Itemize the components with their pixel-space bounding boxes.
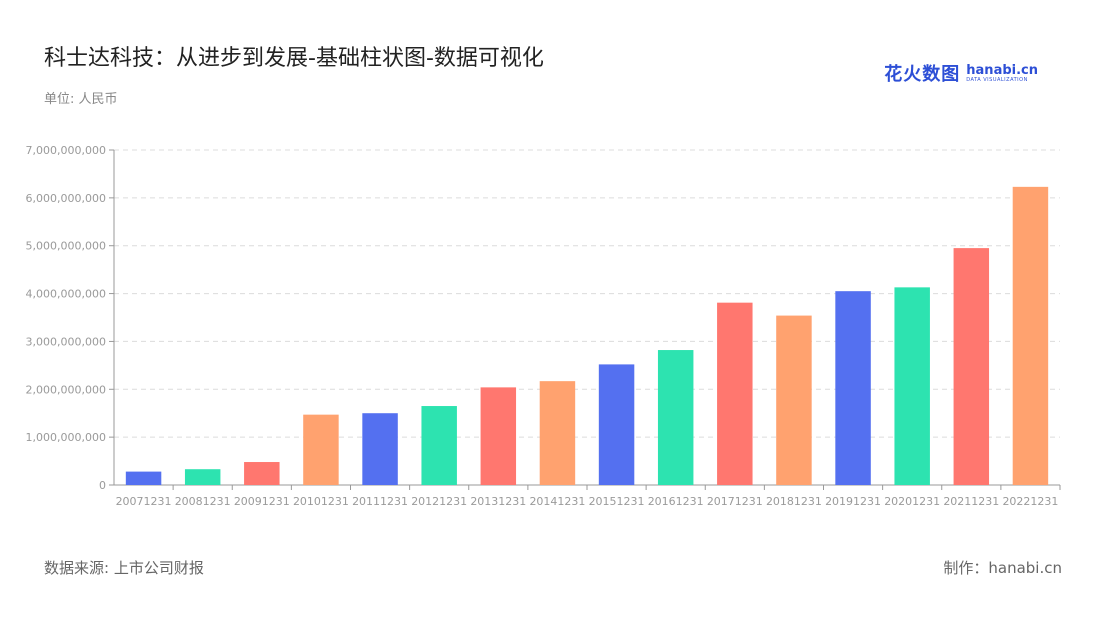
bar <box>362 413 398 485</box>
data-source: 数据来源: 上市公司财报 <box>44 559 204 577</box>
bar <box>184 469 221 485</box>
x-tick-label: 20201231 <box>884 495 940 508</box>
brand-logo: 花火数图 hanabi.cn DATA VISUALIZATION <box>884 60 1038 86</box>
y-tick-label: 6,000,000,000 <box>26 192 106 205</box>
y-tick-label: 7,000,000,000 <box>26 144 106 157</box>
bar <box>657 350 694 485</box>
y-tick-label: 5,000,000,000 <box>26 240 106 253</box>
bar <box>894 287 930 485</box>
x-tick-label: 20101231 <box>293 495 349 508</box>
bar <box>717 302 753 485</box>
bar <box>303 414 339 485</box>
y-tick-label: 3,000,000,000 <box>26 335 106 348</box>
logo-cn-text: 花火数图 <box>884 64 961 85</box>
bar-layer <box>125 186 1049 485</box>
y-tick-label: 2,000,000,000 <box>26 383 106 396</box>
x-tick-label: 20191231 <box>825 495 881 508</box>
x-tick-label: 20141231 <box>529 495 585 508</box>
x-tick-label: 20221231 <box>1002 495 1058 508</box>
y-tick-label: 0 <box>99 479 106 492</box>
bar <box>480 387 517 485</box>
grid-layer <box>114 149 1060 438</box>
bar <box>125 471 162 485</box>
x-tick-label: 20131231 <box>470 495 526 508</box>
bar <box>1012 186 1049 485</box>
x-tick-label: 20121231 <box>411 495 467 508</box>
bar <box>776 315 812 485</box>
label-layer: 0 1,000,000,000 2,000,000,000 3,000,000,000… <box>26 144 1059 508</box>
y-tick-label: 4,000,000,000 <box>26 288 106 301</box>
bar <box>835 291 871 485</box>
x-tick-label: 20171231 <box>707 495 763 508</box>
x-tick-label: 20081231 <box>175 495 231 508</box>
logo-en-text: hanabi.cn <box>966 62 1038 78</box>
bar <box>598 364 635 485</box>
bar <box>421 406 457 485</box>
x-tick-label: 20111231 <box>352 495 408 508</box>
logo-sub-text: DATA VISUALIZATION <box>966 76 1028 83</box>
y-tick-label: 1,000,000,000 <box>26 431 106 444</box>
x-tick-label: 20161231 <box>648 495 704 508</box>
x-tick-label: 20151231 <box>589 495 645 508</box>
x-tick-label: 20091231 <box>234 495 290 508</box>
credit-text: 制作：hanabi.cn <box>943 559 1062 577</box>
unit-label: 单位: 人民币 <box>44 92 118 107</box>
chart-title: 科士达科技：从进步到发展-基础柱状图-数据可视化 <box>44 46 544 71</box>
bar <box>244 462 280 485</box>
bar <box>539 381 576 485</box>
x-tick-label: 20071231 <box>116 495 172 508</box>
logo-en-block: hanabi.cn DATA VISUALIZATION <box>966 64 1038 83</box>
x-tick-label: 20181231 <box>766 495 822 508</box>
x-tick-label: 20211231 <box>943 495 999 508</box>
bar <box>953 248 990 485</box>
